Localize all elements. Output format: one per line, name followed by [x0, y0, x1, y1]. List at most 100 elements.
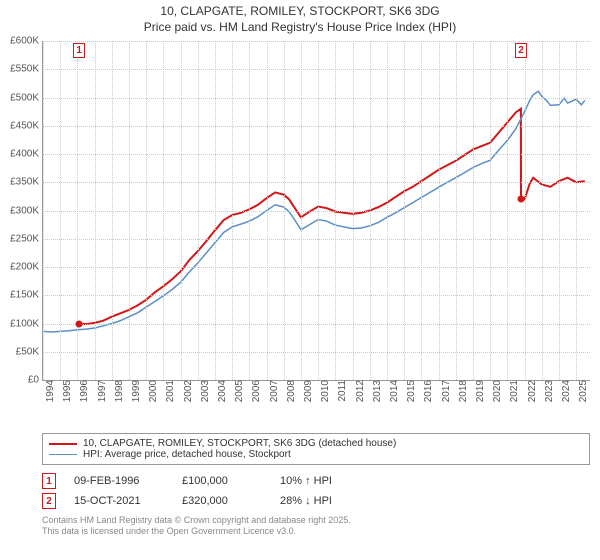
gridline-v: [129, 41, 130, 380]
chart-marker-1: 1: [73, 43, 85, 58]
gridline-v: [439, 41, 440, 380]
event-delta: 28% ↓ HPI: [280, 495, 332, 507]
footer-line-2: This data is licensed under the Open Gov…: [42, 526, 590, 537]
event-price: £320,000: [182, 495, 262, 507]
chart-marker-2: 2: [515, 43, 527, 58]
legend-label: 10, CLAPGATE, ROMILEY, STOCKPORT, SK6 3D…: [83, 438, 396, 449]
gridline-v: [146, 41, 147, 380]
xtick-label: 2011: [337, 380, 348, 402]
title-line-1: 10, CLAPGATE, ROMILEY, STOCKPORT, SK6 3D…: [0, 4, 600, 20]
gridline-v: [77, 41, 78, 380]
xtick-label: 2020: [492, 380, 503, 402]
gridline-v: [370, 41, 371, 380]
legend-swatch: [49, 443, 77, 445]
gridline-v: [215, 41, 216, 380]
xtick-label: 2005: [234, 380, 245, 402]
gridline-v: [353, 41, 354, 380]
xtick-label: 2002: [183, 380, 194, 402]
xtick-label: 1996: [79, 380, 90, 402]
legend-box: 10, CLAPGATE, ROMILEY, STOCKPORT, SK6 3D…: [42, 433, 590, 465]
xtick-label: 2001: [165, 380, 176, 402]
gridline-v: [112, 41, 113, 380]
event-price: £100,000: [182, 475, 262, 487]
xtick-label: 2012: [355, 380, 366, 402]
event-date: 15-OCT-2021: [74, 495, 164, 507]
xtick-label: 1998: [114, 380, 125, 402]
gridline-v: [318, 41, 319, 380]
xtick-label: 2016: [423, 380, 434, 402]
footer-line-1: Contains HM Land Registry data © Crown c…: [42, 515, 590, 526]
gridline-v: [490, 41, 491, 380]
legend-item: HPI: Average price, detached house, Stoc…: [49, 449, 583, 460]
legend-label: HPI: Average price, detached house, Stoc…: [83, 449, 291, 460]
xtick-label: 2025: [578, 380, 589, 402]
ytick-label: £500K: [10, 92, 43, 103]
event-row: 2 15-OCT-2021 £320,000 28% ↓ HPI: [42, 493, 590, 509]
xtick-label: 2018: [458, 380, 469, 402]
xtick-label: 2006: [251, 380, 262, 402]
ytick-label: £200K: [10, 262, 43, 273]
gridline-v: [95, 41, 96, 380]
ytick-label: £450K: [10, 120, 43, 131]
gridline-v: [335, 41, 336, 380]
gridline-v: [198, 41, 199, 380]
gridline-v: [181, 41, 182, 380]
xtick-label: 2014: [389, 380, 400, 402]
xtick-label: 1997: [97, 380, 108, 402]
legend-item: 10, CLAPGATE, ROMILEY, STOCKPORT, SK6 3D…: [49, 438, 583, 449]
ytick-label: £50K: [16, 346, 43, 357]
gridline-v: [387, 41, 388, 380]
gridline-v: [421, 41, 422, 380]
xtick-label: 2015: [406, 380, 417, 402]
gridline-v: [525, 41, 526, 380]
ytick-label: £400K: [10, 149, 43, 160]
series-price_paid: [79, 109, 585, 324]
xtick-label: 2004: [217, 380, 228, 402]
chart-dot: [76, 320, 83, 327]
gridline-v: [473, 41, 474, 380]
xtick-label: 2017: [441, 380, 452, 402]
ytick-label: £250K: [10, 233, 43, 244]
xtick-label: 2000: [148, 380, 159, 402]
event-badge: 1: [42, 473, 56, 489]
chart-dot: [518, 196, 525, 203]
title-block: 10, CLAPGATE, ROMILEY, STOCKPORT, SK6 3D…: [0, 0, 600, 35]
events-block: 1 09-FEB-1996 £100,000 10% ↑ HPI 2 15-OCT-202…: [42, 473, 590, 509]
gridline-v: [404, 41, 405, 380]
event-date: 09-FEB-1996: [74, 475, 164, 487]
ytick-label: £600K: [10, 36, 43, 47]
footer: Contains HM Land Registry data © Crown c…: [42, 515, 590, 537]
xtick-label: 2013: [372, 380, 383, 402]
gridline-v: [267, 41, 268, 380]
title-line-2: Price paid vs. HM Land Registry's House …: [0, 20, 600, 36]
xtick-label: 1995: [62, 380, 73, 402]
event-badge: 2: [42, 493, 56, 509]
chart-area: £0£50K£100K£150K£200K£250K£300K£350K£400…: [42, 41, 590, 381]
gridline-v: [507, 41, 508, 380]
ytick-label: £0: [28, 375, 43, 386]
gridline-v: [559, 41, 560, 380]
event-row: 1 09-FEB-1996 £100,000 10% ↑ HPI: [42, 473, 590, 489]
event-delta: 10% ↑ HPI: [280, 475, 332, 487]
xtick-label: 2008: [286, 380, 297, 402]
ytick-label: £350K: [10, 177, 43, 188]
gridline-v: [60, 41, 61, 380]
gridline-v: [249, 41, 250, 380]
legend-swatch: [49, 454, 77, 455]
xtick-label: 2010: [320, 380, 331, 402]
gridline-v: [284, 41, 285, 380]
xtick-label: 2024: [561, 380, 572, 402]
ytick-label: £550K: [10, 64, 43, 75]
xtick-label: 2003: [200, 380, 211, 402]
gridline-v: [232, 41, 233, 380]
ytick-label: £100K: [10, 318, 43, 329]
xtick-label: 2019: [475, 380, 486, 402]
xtick-label: 1999: [131, 380, 142, 402]
ytick-label: £300K: [10, 205, 43, 216]
xtick-label: 2022: [527, 380, 538, 402]
xtick-label: 2007: [269, 380, 280, 402]
gridline-v: [43, 41, 44, 380]
gridline-v: [576, 41, 577, 380]
ytick-label: £150K: [10, 290, 43, 301]
gridline-v: [301, 41, 302, 380]
